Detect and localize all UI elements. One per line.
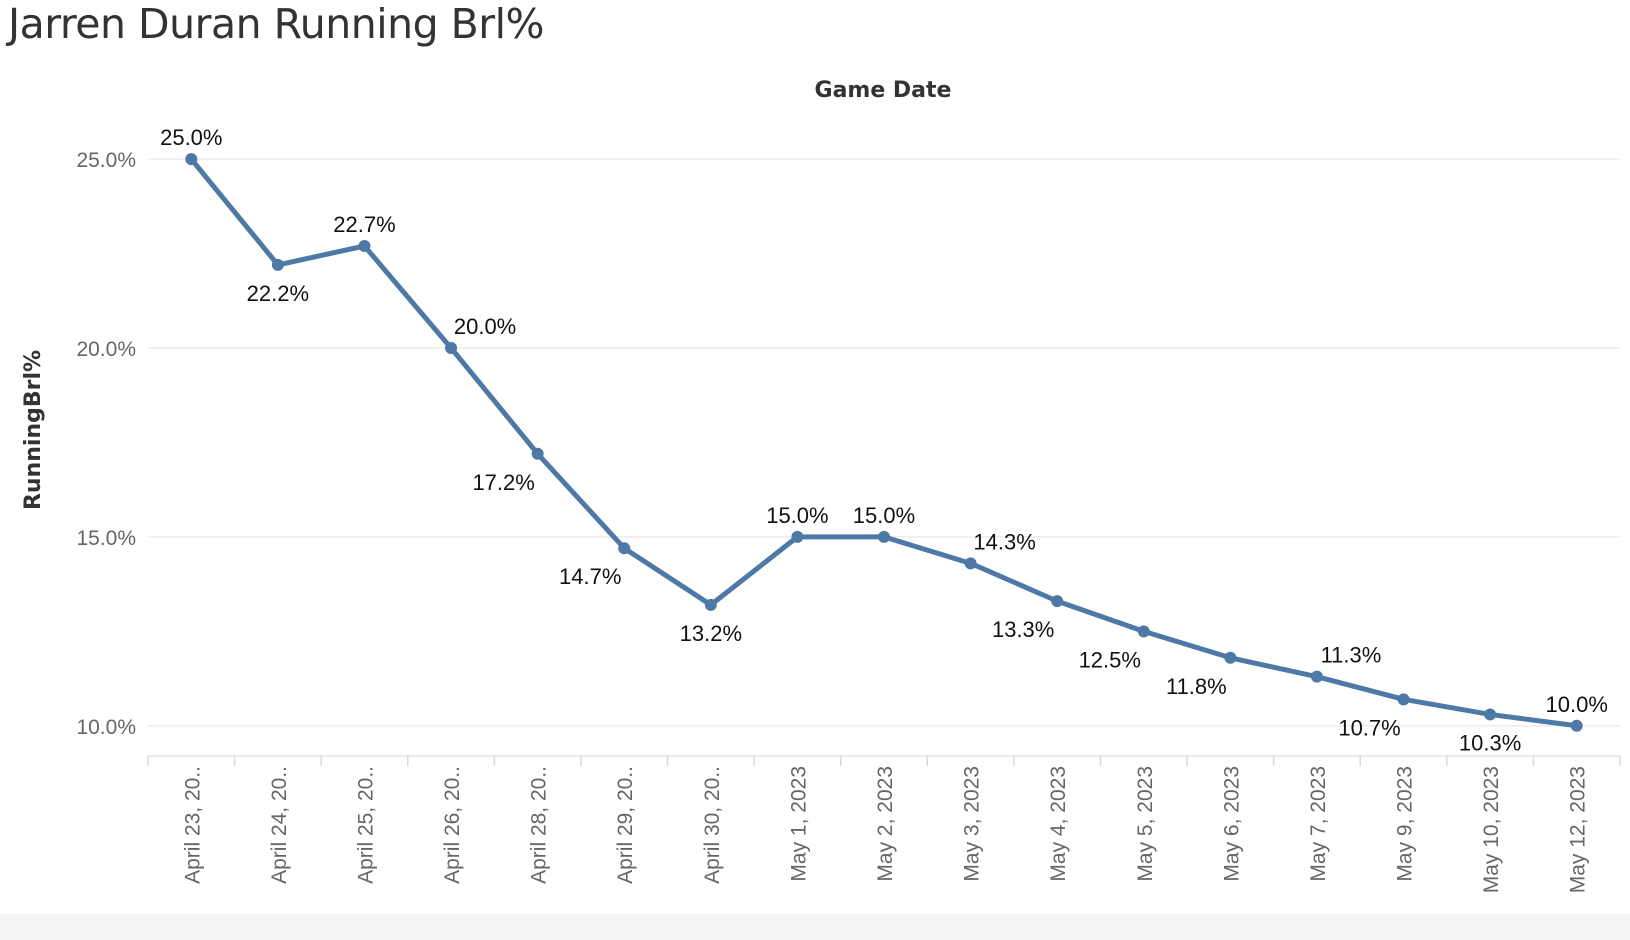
x-tick-label: May 12, 2023: [1567, 766, 1590, 893]
data-label: 22.2%: [247, 281, 309, 306]
data-label: 14.7%: [559, 564, 621, 589]
data-point[interactable]: [704, 598, 717, 611]
data-point[interactable]: [1484, 708, 1497, 721]
x-tick-label: May 1, 2023: [787, 766, 810, 882]
data-label: 14.3%: [973, 529, 1035, 554]
data-point[interactable]: [878, 530, 890, 543]
bottom-strip: [0, 914, 1630, 940]
y-axis-ticks: 10.0% 15.0% 20.0% 25.0%: [76, 149, 136, 739]
data-point[interactable]: [1224, 651, 1237, 664]
series-line: [188, 156, 1580, 729]
data-point[interactable]: [531, 447, 544, 460]
y-tick-label: 10.0%: [76, 716, 136, 739]
x-tick-label: May 6, 2023: [1220, 766, 1243, 882]
data-point[interactable]: [618, 542, 631, 555]
y-tick-label: 25.0%: [76, 149, 136, 172]
data-label: 13.3%: [992, 617, 1054, 642]
x-tick-label: May 7, 2023: [1307, 766, 1330, 882]
data-label: 15.0%: [766, 503, 828, 528]
data-label: 22.7%: [333, 212, 395, 237]
data-point[interactable]: [1310, 670, 1323, 683]
x-axis-title: Game Date: [815, 78, 952, 103]
y-tick-label: 20.0%: [76, 338, 136, 361]
data-point[interactable]: [358, 240, 371, 252]
data-point[interactable]: [1397, 693, 1410, 706]
data-points: [185, 153, 1583, 732]
x-tick-label: April 29, 20..: [614, 766, 637, 884]
data-point[interactable]: [445, 342, 458, 354]
x-tick-label: April 24, 20..: [268, 766, 291, 884]
data-point[interactable]: [1137, 625, 1150, 638]
data-labels: 25.0% 22.2% 22.7% 20.0% 17.2% 14.7% 13.2% 15.0%…: [160, 125, 1608, 755]
x-tick-label: April 30, 20..: [701, 766, 724, 884]
x-tick-label: April 26, 20..: [441, 766, 464, 884]
data-label: 11.3%: [1321, 643, 1382, 668]
data-point[interactable]: [271, 258, 284, 271]
data-label: 17.2%: [472, 470, 534, 495]
data-label: 11.8%: [1166, 674, 1227, 699]
x-tick-label: May 2, 2023: [874, 766, 897, 882]
data-label: 10.7%: [1338, 715, 1400, 740]
data-label: 15.0%: [853, 503, 915, 528]
x-tick-label: May 4, 2023: [1047, 766, 1070, 882]
data-label: 10.3%: [1459, 730, 1521, 755]
data-point[interactable]: [185, 153, 198, 166]
data-label: 25.0%: [160, 125, 222, 150]
y-axis-title: RunningBrl%: [21, 350, 46, 510]
x-tick-label: May 10, 2023: [1480, 766, 1503, 893]
data-label: 12.5%: [1079, 647, 1141, 672]
data-point[interactable]: [1051, 595, 1064, 608]
data-point[interactable]: [964, 557, 977, 570]
data-label: 13.2%: [680, 621, 742, 646]
x-tick-label: April 25, 20..: [354, 766, 377, 884]
x-axis-ticks: April 23, 20.. April 24, 20.. April 25, 20…: [147, 756, 1621, 893]
data-point[interactable]: [791, 530, 804, 543]
x-tick-label: May 9, 2023: [1394, 766, 1417, 882]
chart-title: Jarren Duran Running Brl%: [8, 0, 544, 48]
data-point[interactable]: [1570, 719, 1583, 732]
x-tick-label: April 23, 20..: [181, 766, 204, 884]
y-tick-label: 15.0%: [76, 527, 136, 550]
x-tick-label: April 28, 20..: [528, 766, 551, 884]
x-tick-label: May 3, 2023: [961, 766, 984, 882]
data-label: 10.0%: [1546, 692, 1608, 717]
x-tick-label: May 5, 2023: [1134, 766, 1157, 882]
data-label: 20.0%: [454, 314, 516, 339]
